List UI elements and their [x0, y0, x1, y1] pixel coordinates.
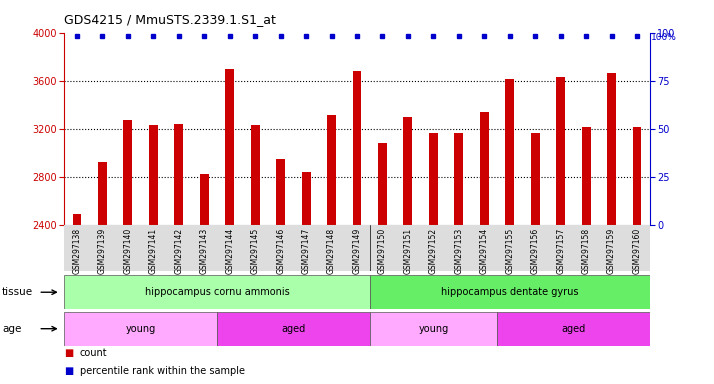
Text: GSM297159: GSM297159	[607, 228, 616, 274]
Text: 100%: 100%	[651, 33, 677, 41]
Text: GSM297142: GSM297142	[174, 228, 183, 274]
Bar	[497, 312, 650, 346]
Text: ■: ■	[64, 348, 74, 358]
Text: GSM297158: GSM297158	[582, 228, 590, 274]
Text: percentile rank within the sample: percentile rank within the sample	[80, 366, 245, 376]
Bar	[531, 134, 540, 384]
Text: GSM297147: GSM297147	[301, 228, 311, 274]
Bar	[506, 79, 514, 384]
Bar	[403, 117, 413, 384]
Text: GSM297143: GSM297143	[200, 228, 208, 274]
Text: GSM297145: GSM297145	[251, 228, 260, 274]
Text: GSM297148: GSM297148	[327, 228, 336, 274]
Bar	[124, 120, 132, 384]
Text: GSM297157: GSM297157	[556, 228, 565, 274]
Bar	[200, 174, 208, 384]
Bar	[251, 125, 260, 384]
Bar	[98, 162, 107, 384]
Text: hippocampus cornu ammonis: hippocampus cornu ammonis	[145, 287, 289, 297]
Text: ■: ■	[64, 366, 74, 376]
Text: hippocampus dentate gyrus: hippocampus dentate gyrus	[441, 287, 578, 297]
Bar	[73, 214, 81, 384]
Text: GSM297151: GSM297151	[403, 228, 413, 274]
Bar	[454, 134, 463, 384]
Text: aged: aged	[561, 324, 585, 334]
Bar	[370, 312, 497, 346]
Bar	[607, 73, 616, 384]
Text: tissue: tissue	[2, 287, 34, 297]
Text: GSM297160: GSM297160	[633, 228, 641, 274]
Bar	[301, 172, 311, 384]
Bar	[174, 124, 183, 384]
Text: GSM297154: GSM297154	[480, 228, 489, 274]
Text: aged: aged	[281, 324, 306, 334]
Bar	[327, 116, 336, 384]
Bar	[633, 127, 641, 384]
Bar	[64, 312, 217, 346]
Text: GSM297155: GSM297155	[506, 228, 514, 274]
Bar	[276, 159, 285, 384]
Bar	[370, 275, 650, 309]
Text: GSM297150: GSM297150	[378, 228, 387, 274]
Text: young: young	[418, 324, 448, 334]
Bar	[378, 143, 387, 384]
Bar	[226, 69, 234, 384]
Text: GSM297146: GSM297146	[276, 228, 285, 274]
Bar	[64, 275, 370, 309]
Text: GSM297152: GSM297152	[429, 228, 438, 274]
Text: GSM297138: GSM297138	[73, 228, 81, 274]
Text: count: count	[80, 348, 108, 358]
Text: GSM297144: GSM297144	[225, 228, 234, 274]
Text: GSM297149: GSM297149	[353, 228, 361, 274]
Text: GSM297156: GSM297156	[531, 228, 540, 274]
Text: GSM297153: GSM297153	[454, 228, 463, 274]
Bar	[149, 125, 158, 384]
Text: GDS4215 / MmuSTS.2339.1.S1_at: GDS4215 / MmuSTS.2339.1.S1_at	[64, 13, 276, 26]
Bar	[480, 112, 489, 384]
Text: young: young	[126, 324, 156, 334]
Bar	[556, 77, 565, 384]
Text: GSM297140: GSM297140	[124, 228, 132, 274]
Bar	[429, 134, 438, 384]
Text: age: age	[2, 324, 21, 334]
Bar	[217, 312, 370, 346]
Bar	[582, 127, 590, 384]
Text: GSM297139: GSM297139	[98, 228, 107, 274]
Text: GSM297141: GSM297141	[149, 228, 158, 274]
Bar	[353, 71, 361, 384]
